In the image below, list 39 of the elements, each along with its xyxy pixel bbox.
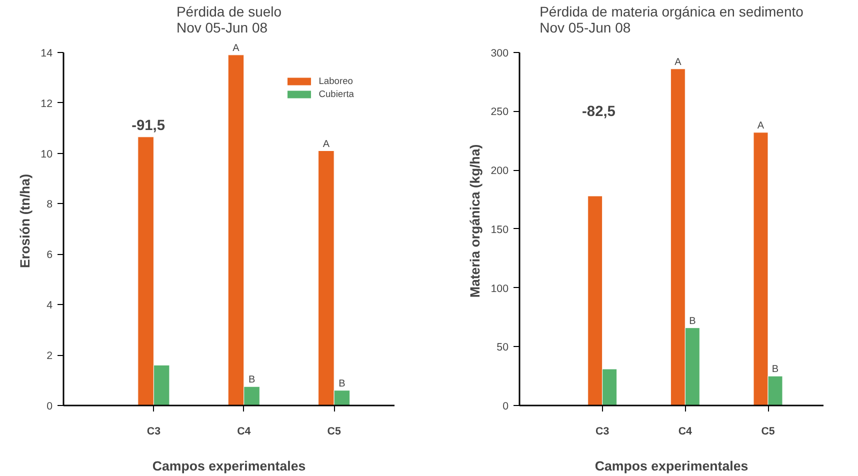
x-tick-label: C3 (596, 426, 610, 438)
y-tick-label: 10 (40, 148, 53, 160)
legend-label: Laboreo (318, 76, 353, 86)
y-tick-label: 8 (46, 198, 53, 211)
annotation: B (772, 364, 779, 376)
annotation: B (248, 374, 256, 386)
y-tick-label: 250 (490, 106, 509, 118)
y-axis-title: Erosión (tn/ha) (18, 174, 33, 268)
chart-title: Pérdida de materia orgánica en sedimento Nov 05-Jun 08 (540, 4, 804, 36)
annotation: A (322, 138, 330, 150)
annotation: A (757, 120, 764, 132)
y-tick-label: 300 (490, 47, 509, 60)
x-tick-label: C3 (146, 426, 161, 438)
y-tick-label: 14 (40, 47, 53, 60)
y-tick-label: 2 (46, 350, 53, 362)
x-tick-label: C5 (761, 426, 775, 438)
y-tick-label: 0 (46, 400, 53, 412)
y-tick-label: 0 (502, 400, 509, 412)
x-axis-title: Campos experimentales (594, 458, 748, 474)
x-axis-title: Campos experimentales (152, 458, 306, 474)
annotation: B (338, 378, 346, 390)
chart-title: Pérdida de suelo Nov 05-Jun 08 (176, 4, 282, 36)
y-tick-label: 6 (46, 249, 53, 262)
x-tick-label: C4 (237, 426, 251, 438)
annotation: A (232, 42, 240, 54)
y-tick-label: 50 (496, 342, 509, 354)
y-tick-label: 200 (490, 165, 509, 178)
annotation: -91,5 (132, 118, 165, 134)
annotation: -82,5 (582, 104, 616, 120)
y-tick-label: 150 (490, 224, 509, 236)
legend-label: Cubierta (318, 89, 354, 99)
y-axis-title: Materia orgánica (kg/ha) (468, 144, 483, 298)
y-tick-label: 4 (46, 300, 53, 312)
x-tick-label: C5 (327, 426, 341, 438)
annotation: A (674, 56, 682, 68)
y-tick-label: 100 (490, 282, 509, 295)
annotation: B (689, 316, 696, 327)
y-tick-label: 12 (40, 98, 53, 110)
x-tick-label: C4 (678, 426, 692, 438)
